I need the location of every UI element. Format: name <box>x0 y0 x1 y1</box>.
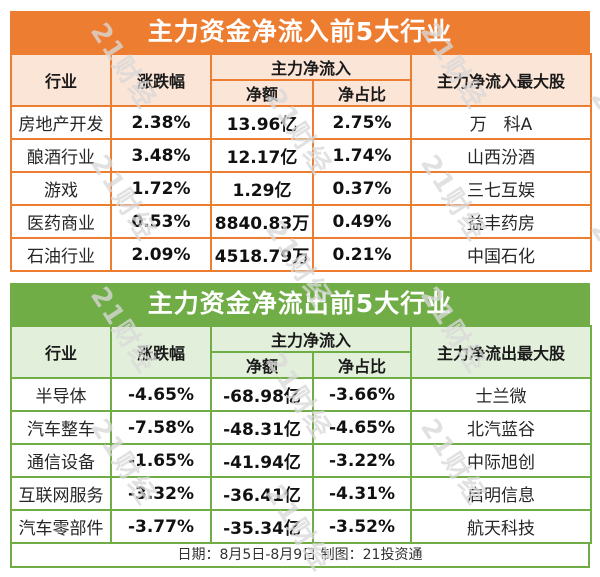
table-row: 通信设备 -1.65% -41.94亿 -3.22% 中际旭创 <box>10 443 593 478</box>
inflow-title: 主力资金净流入前5大行业 <box>10 11 590 53</box>
net-ratio-cell: -3.22% <box>311 443 413 478</box>
top-stock-cell: 士兰微 <box>410 377 593 412</box>
change-cell: -1.65% <box>110 443 212 478</box>
net-amount-cell: -68.98亿 <box>210 377 314 412</box>
top-stock-cell: 万 科A <box>410 105 593 140</box>
table-row: 医药商业 0.53% 8840.83万 0.49% 益丰药房 <box>10 204 593 239</box>
top-stock-cell: 启明信息 <box>410 476 593 511</box>
outflow-table: 行业 涨跌幅 主力净流入 主力净流出最大股 净额 净占比 半导体 -4.65% … <box>10 325 593 544</box>
change-cell: 2.38% <box>110 105 212 140</box>
net-ratio-cell: 0.21% <box>311 237 413 272</box>
net-ratio-cell: 0.49% <box>311 204 413 239</box>
top-stock-cell: 益丰药房 <box>410 204 593 239</box>
outflow-col-top-stock: 主力净流出最大股 <box>410 325 593 379</box>
infographic: 主力资金净流入前5大行业 行业 涨跌幅 主力净流入 主力净流入最大股 净额 净占… <box>10 11 593 568</box>
table-row: 石油行业 2.09% 4518.79万 0.21% 中国石化 <box>10 237 593 272</box>
industry-cell: 半导体 <box>10 377 112 412</box>
top-stock-cell: 三七互娱 <box>410 171 593 206</box>
net-amount-cell: 12.17亿 <box>210 138 314 173</box>
change-cell: -3.32% <box>110 476 212 511</box>
industry-cell: 互联网服务 <box>10 476 112 511</box>
net-ratio-cell: -4.31% <box>311 476 413 511</box>
inflow-col-industry: 行业 <box>10 53 112 107</box>
net-amount-cell: -48.31亿 <box>210 410 314 445</box>
industry-cell: 石油行业 <box>10 237 112 272</box>
net-ratio-cell: -4.65% <box>311 410 413 445</box>
net-amount-cell: -35.34亿 <box>210 509 314 544</box>
outflow-title: 主力资金净流出前5大行业 <box>10 283 590 325</box>
date-note: 日期：8月5日-8月9日 制图：21投资通 <box>10 544 590 568</box>
table-row: 汽车零部件 -3.77% -35.34亿 -3.52% 航天科技 <box>10 509 593 544</box>
net-ratio-cell: 0.37% <box>311 171 413 206</box>
outflow-col-group: 主力净流入 <box>209 325 413 353</box>
net-ratio-cell: -3.52% <box>311 509 413 544</box>
net-amount-cell: -36.41亿 <box>210 476 314 511</box>
industry-cell: 房地产开发 <box>10 105 112 140</box>
change-cell: 1.72% <box>110 171 212 206</box>
top-stock-cell: 中国石化 <box>410 237 593 272</box>
inflow-col-change: 涨跌幅 <box>110 53 212 107</box>
net-amount-cell: 8840.83万 <box>210 204 314 239</box>
inflow-col-top-stock: 主力净流入最大股 <box>410 53 593 107</box>
top-stock-cell: 北汽蓝谷 <box>410 410 593 445</box>
top-stock-cell: 山西汾酒 <box>410 138 593 173</box>
change-cell: -4.65% <box>110 377 212 412</box>
change-cell: -3.77% <box>110 509 212 544</box>
change-cell: -7.58% <box>110 410 212 445</box>
inflow-col-net-amount: 净额 <box>210 79 314 107</box>
table-row: 汽车整车 -7.58% -48.31亿 -4.65% 北汽蓝谷 <box>10 410 593 445</box>
net-amount-cell: -41.94亿 <box>210 443 314 478</box>
inflow-table: 行业 涨跌幅 主力净流入 主力净流入最大股 净额 净占比 房地产开发 2.38%… <box>10 53 593 272</box>
table-row: 酿酒行业 3.48% 12.17亿 1.74% 山西汾酒 <box>10 138 593 173</box>
table-row: 游戏 1.72% 1.29亿 0.37% 三七互娱 <box>10 171 593 206</box>
outflow-col-industry: 行业 <box>10 325 112 379</box>
industry-cell: 汽车零部件 <box>10 509 112 544</box>
inflow-col-net-ratio: 净占比 <box>311 79 413 107</box>
net-ratio-cell: -3.66% <box>311 377 413 412</box>
outflow-col-change: 涨跌幅 <box>110 325 212 379</box>
outflow-col-net-amount: 净额 <box>210 351 314 379</box>
industry-cell: 医药商业 <box>10 204 112 239</box>
change-cell: 2.09% <box>110 237 212 272</box>
inflow-col-group: 主力净流入 <box>209 53 413 81</box>
table-row: 半导体 -4.65% -68.98亿 -3.66% 士兰微 <box>10 377 593 412</box>
net-amount-cell: 1.29亿 <box>210 171 314 206</box>
industry-cell: 汽车整车 <box>10 410 112 445</box>
net-amount-cell: 13.96亿 <box>210 105 314 140</box>
table-row: 互联网服务 -3.32% -36.41亿 -4.31% 启明信息 <box>10 476 593 511</box>
net-amount-cell: 4518.79万 <box>210 237 314 272</box>
top-stock-cell: 航天科技 <box>410 509 593 544</box>
net-ratio-cell: 1.74% <box>311 138 413 173</box>
industry-cell: 通信设备 <box>10 443 112 478</box>
outflow-col-net-ratio: 净占比 <box>311 351 413 379</box>
industry-cell: 游戏 <box>10 171 112 206</box>
top-stock-cell: 中际旭创 <box>410 443 593 478</box>
change-cell: 3.48% <box>110 138 212 173</box>
table-row: 房地产开发 2.38% 13.96亿 2.75% 万 科A <box>10 105 593 140</box>
net-ratio-cell: 2.75% <box>311 105 413 140</box>
change-cell: 0.53% <box>110 204 212 239</box>
industry-cell: 酿酒行业 <box>10 138 112 173</box>
